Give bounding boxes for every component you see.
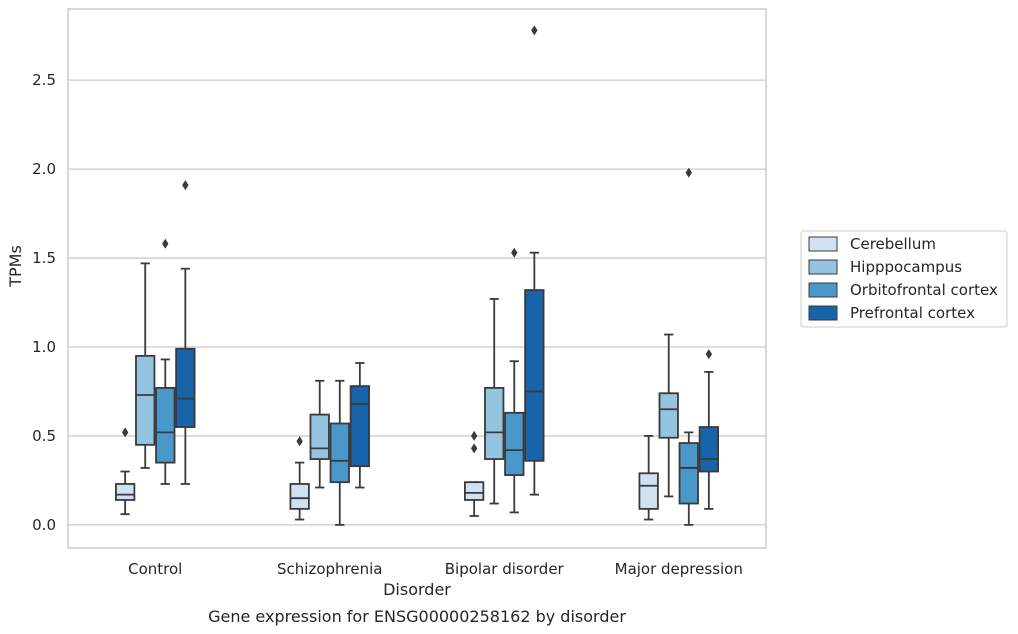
legend-item: Orbitofrontal cortex xyxy=(808,281,998,299)
box xyxy=(289,436,310,521)
legend-items: Cerebellum Hipppocampus Orbitofrontal cort… xyxy=(808,235,998,322)
outlier-point xyxy=(182,180,189,191)
x-axis-label: Disorder xyxy=(383,580,451,599)
box xyxy=(464,430,485,517)
outlier-point xyxy=(121,427,129,438)
box xyxy=(115,427,136,516)
box-iqr xyxy=(175,347,196,428)
box xyxy=(698,349,719,510)
outlier-point xyxy=(705,349,713,360)
y-tick-label: 2.5 xyxy=(32,71,56,89)
box-iqr xyxy=(698,426,719,473)
legend-label: Orbitofrontal cortex xyxy=(850,281,998,299)
box xyxy=(155,238,176,485)
outlier-point xyxy=(511,247,518,258)
box xyxy=(329,379,350,526)
box-groups xyxy=(115,25,719,526)
box xyxy=(638,435,659,521)
outlier-point xyxy=(531,25,538,36)
x-axis-ticks: Control Schizophrenia Bipolar disorder Majo… xyxy=(128,560,743,578)
x-tick-label: Major depression xyxy=(615,560,743,578)
y-axis-ticks: 0.0 0.5 1.0 1.5 2.0 2.5 xyxy=(32,71,56,534)
box-group xyxy=(289,362,370,526)
box-iqr xyxy=(484,387,505,460)
box xyxy=(135,262,156,469)
y-tick-label: 0.5 xyxy=(32,427,56,445)
box-iqr xyxy=(289,483,310,510)
legend-swatch xyxy=(808,282,838,298)
legend-label: Hipppocampus xyxy=(850,258,962,276)
plot-background xyxy=(68,9,766,548)
box-iqr xyxy=(115,483,136,501)
legend-swatch xyxy=(808,259,838,275)
box xyxy=(484,298,505,505)
outlier-point xyxy=(685,167,692,178)
legend-item: Hipppocampus xyxy=(808,258,962,276)
outlier-point xyxy=(162,238,169,249)
box-group xyxy=(638,167,719,526)
legend-label: Prefrontal cortex xyxy=(850,304,975,322)
box-iqr xyxy=(678,442,699,505)
y-tick-label: 0.0 xyxy=(32,516,56,534)
box-iqr xyxy=(329,422,350,484)
box xyxy=(309,379,330,489)
legend-frame xyxy=(800,230,1008,328)
box xyxy=(524,25,545,496)
x-tick-label: Schizophrenia xyxy=(277,560,382,578)
box-iqr xyxy=(135,354,156,446)
x-tick-label: Control xyxy=(128,560,182,578)
legend-swatch xyxy=(808,305,838,321)
outlier-point xyxy=(296,436,303,447)
box-iqr xyxy=(638,472,659,510)
box-iqr xyxy=(309,413,330,460)
legend-item: Cerebellum xyxy=(808,235,936,253)
box xyxy=(504,247,525,514)
box-iqr xyxy=(524,289,545,462)
y-axis-label: TPMs xyxy=(6,245,25,288)
y-tick-label: 1.0 xyxy=(32,338,56,356)
box-group xyxy=(464,25,545,517)
legend-label: Cerebellum xyxy=(850,235,936,253)
box-iqr xyxy=(349,385,370,468)
y-tick-label: 2.0 xyxy=(32,160,56,178)
box-iqr xyxy=(155,387,176,464)
chart-caption: Gene expression for ENSG00000258162 by d… xyxy=(208,607,626,626)
plot-frame xyxy=(67,8,767,549)
box xyxy=(678,167,699,526)
outlier-point xyxy=(470,443,478,454)
y-tick-label: 1.5 xyxy=(32,249,56,267)
y-gridlines xyxy=(68,79,766,526)
box-iqr xyxy=(464,481,485,501)
legend-swatch xyxy=(808,236,838,252)
x-tick-label: Bipolar disorder xyxy=(445,560,565,578)
box-group xyxy=(115,180,196,516)
box-iqr xyxy=(658,392,679,439)
box xyxy=(349,362,370,489)
legend-item: Prefrontal cortex xyxy=(808,304,975,322)
box xyxy=(175,180,196,485)
box xyxy=(658,333,679,498)
legend: Cerebellum Hipppocampus Orbitofrontal cort… xyxy=(800,230,1008,328)
plot-area xyxy=(67,8,767,549)
box-iqr xyxy=(504,411,525,476)
outlier-point xyxy=(470,430,478,441)
